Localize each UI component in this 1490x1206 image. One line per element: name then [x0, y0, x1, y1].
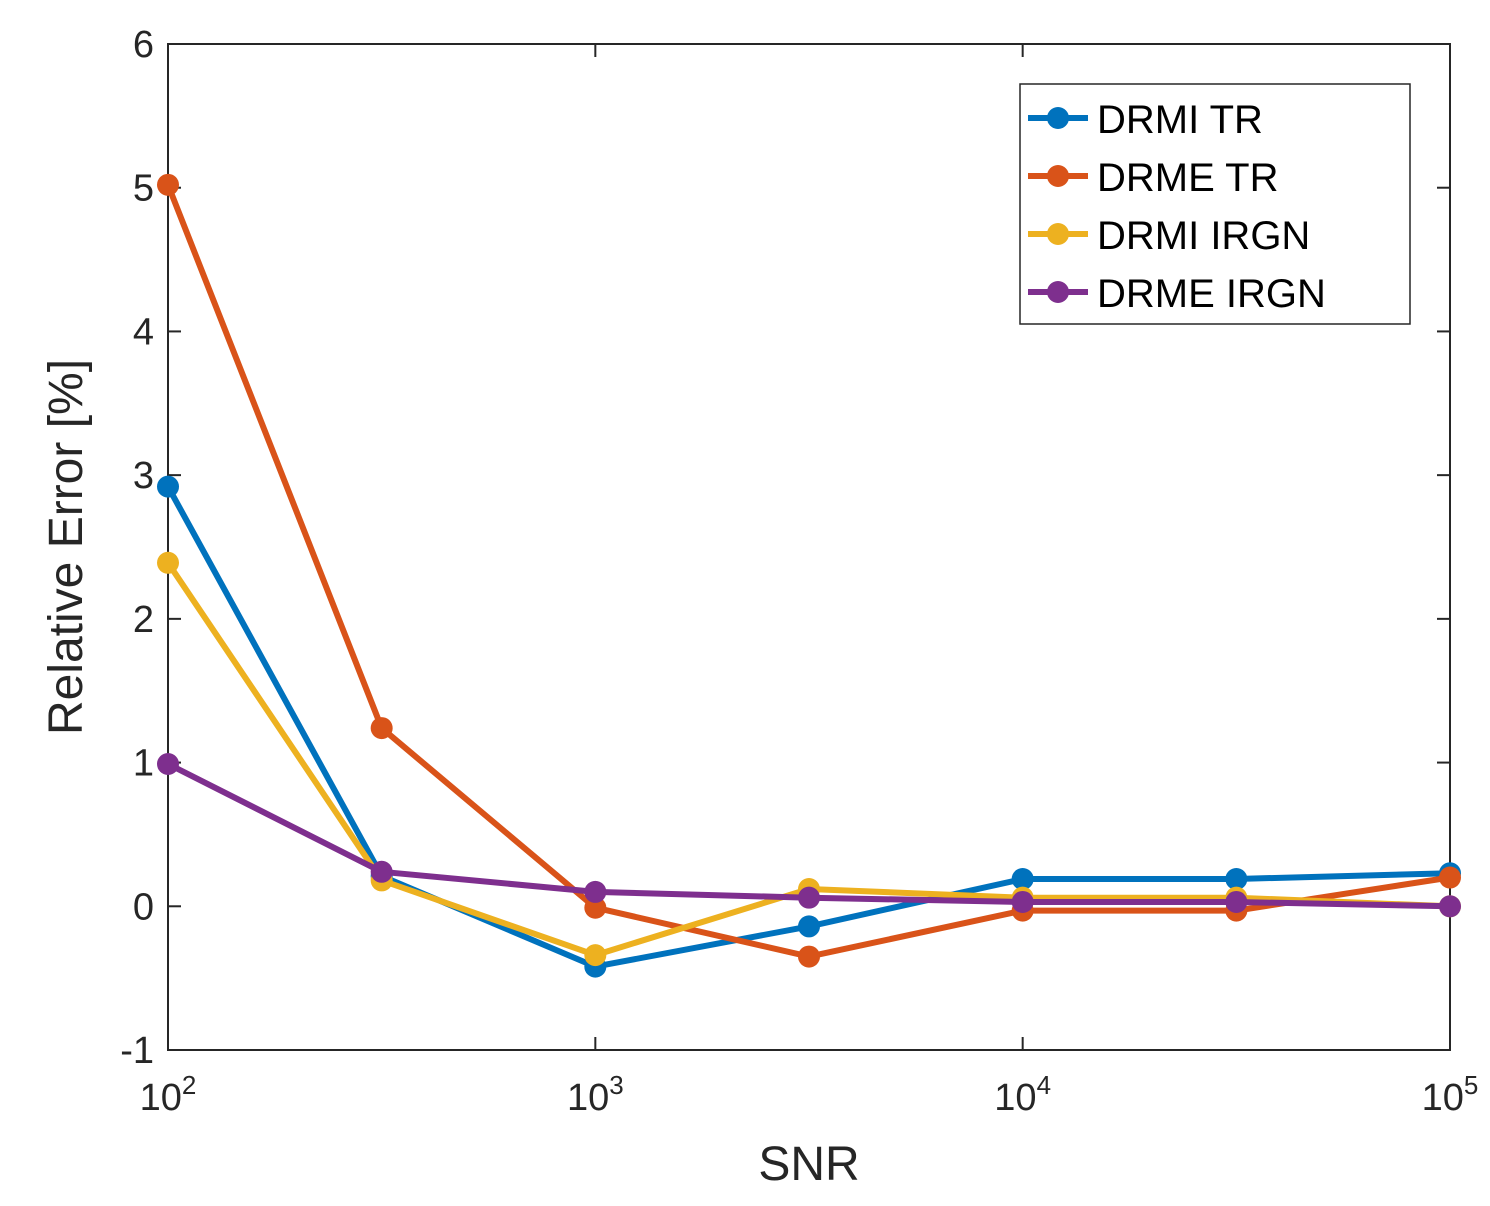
- axis-ticks: [167, 43, 1451, 1051]
- x-tick-label: 105: [1422, 1070, 1479, 1119]
- legend-item: DRME IRGN: [1028, 272, 1326, 316]
- x-tick-labels: 102 103 104 105: [140, 1070, 1479, 1119]
- legend-marker: [1047, 165, 1069, 187]
- legend-item: DRME TR: [1028, 156, 1278, 200]
- legend-item: DRMI TR: [1028, 98, 1263, 142]
- data-point: [157, 551, 179, 574]
- legend-label: DRMI TR: [1097, 98, 1263, 142]
- legend-label: DRME IRGN: [1097, 272, 1326, 316]
- x-tick-label: 103: [567, 1070, 624, 1119]
- data-point: [1011, 890, 1034, 913]
- legend-marker: [1047, 107, 1069, 129]
- y-tick-label: 2: [133, 599, 154, 641]
- y-tick-label: 5: [133, 168, 154, 210]
- x-axis-title: SNR: [758, 1138, 859, 1191]
- legend-label: DRMI IRGN: [1097, 214, 1310, 258]
- y-tick-label: 6: [133, 24, 154, 66]
- data-point: [1225, 867, 1248, 890]
- legend: DRMI TR DRME TR DRMI IRGN DRME IRGN: [1019, 83, 1411, 325]
- y-tick-label: 3: [133, 455, 154, 497]
- data-point: [798, 915, 821, 938]
- data-point: [157, 753, 179, 776]
- y-tick-labels: -1 0 1 2 3 4 5 6: [120, 24, 154, 1072]
- data-point: [584, 880, 607, 903]
- y-tick-label: -1: [120, 1030, 154, 1072]
- y-tick-label: 1: [133, 743, 154, 785]
- data-point: [584, 944, 607, 967]
- data-point: [157, 475, 179, 498]
- y-axis-title: Relative Error [%]: [40, 359, 93, 735]
- y-tick-label: 4: [133, 311, 154, 353]
- data-point: [798, 886, 821, 909]
- y-tick-label: 0: [133, 886, 154, 928]
- data-point: [157, 173, 179, 196]
- series-drme-irgn: [157, 753, 1461, 918]
- data-point: [1439, 895, 1461, 918]
- series-layer: [157, 173, 1461, 978]
- data-point: [1439, 866, 1461, 889]
- data-point: [584, 896, 607, 919]
- legend-marker: [1047, 281, 1069, 303]
- legend-marker: [1047, 223, 1069, 245]
- x-tick-label: 104: [994, 1070, 1051, 1119]
- data-point: [1225, 890, 1248, 913]
- data-point: [370, 717, 393, 740]
- data-point: [370, 860, 393, 883]
- legend-box: [1019, 83, 1411, 325]
- x-tick-label: 102: [140, 1070, 197, 1119]
- data-point: [1011, 867, 1034, 890]
- legend-label: DRME TR: [1097, 156, 1278, 200]
- data-point: [798, 945, 821, 968]
- legend-item: DRMI IRGN: [1028, 214, 1310, 258]
